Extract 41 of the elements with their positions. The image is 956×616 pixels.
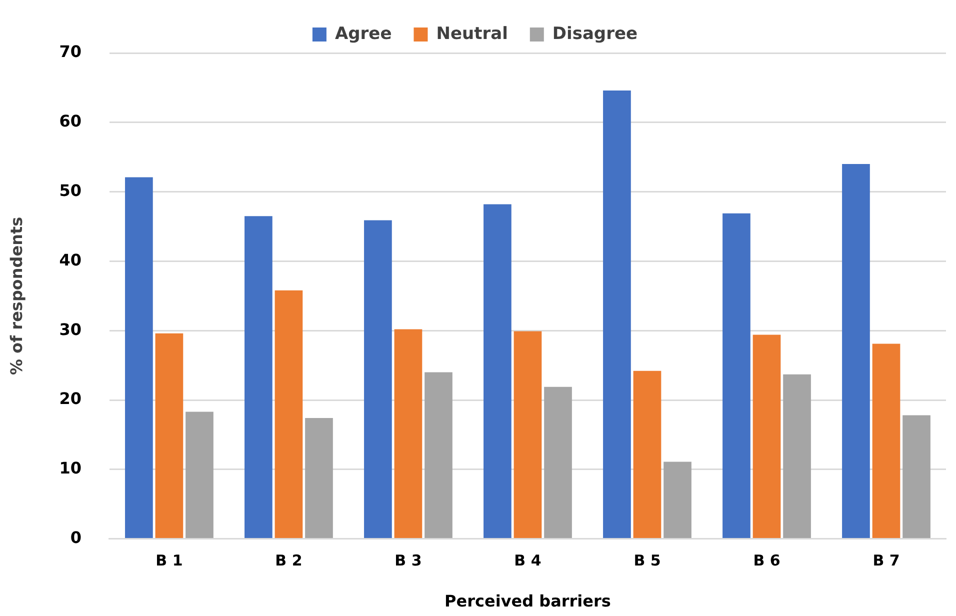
bar	[394, 329, 422, 538]
x-axis-title: Perceived barriers	[444, 592, 611, 611]
bar	[603, 90, 631, 538]
bar	[364, 220, 392, 538]
bar	[305, 418, 333, 538]
y-tick-label: 30	[59, 320, 82, 339]
y-tick-label: 40	[59, 250, 82, 270]
x-tick-label: B 4	[514, 552, 542, 570]
bar	[424, 372, 452, 538]
bar	[633, 370, 662, 538]
legend-label: Neutral	[436, 24, 508, 44]
y-tick-label: 50	[59, 180, 82, 200]
bar	[274, 290, 303, 538]
legend-label: Agree	[334, 24, 392, 44]
x-tick-label: B 6	[753, 552, 780, 570]
bar	[842, 164, 870, 538]
x-tick-label: B 5	[634, 552, 661, 570]
y-tick-label: 20	[59, 389, 82, 408]
bar	[125, 177, 153, 538]
y-tick-label: 0	[70, 528, 82, 547]
y-axis-title: % of respondents	[6, 216, 26, 375]
x-tick-label: B 7	[872, 552, 900, 570]
bar	[722, 213, 750, 538]
x-tick-label: B 2	[275, 552, 302, 570]
x-tick-label: B 3	[394, 552, 422, 570]
bar	[244, 216, 272, 538]
bar	[155, 333, 184, 538]
bar	[783, 374, 811, 538]
bar	[484, 204, 512, 538]
bar	[186, 412, 214, 538]
x-tick-label: B 1	[156, 552, 183, 570]
bar	[902, 415, 930, 538]
y-tick-label: 10	[59, 458, 82, 478]
bar	[752, 334, 781, 538]
bar	[514, 331, 542, 538]
bar	[544, 386, 572, 538]
bar	[664, 462, 692, 538]
y-tick-label: 60	[59, 112, 82, 131]
legend-label: Disagree	[552, 24, 638, 44]
bar	[872, 344, 900, 538]
y-tick-label: 70	[59, 42, 82, 62]
